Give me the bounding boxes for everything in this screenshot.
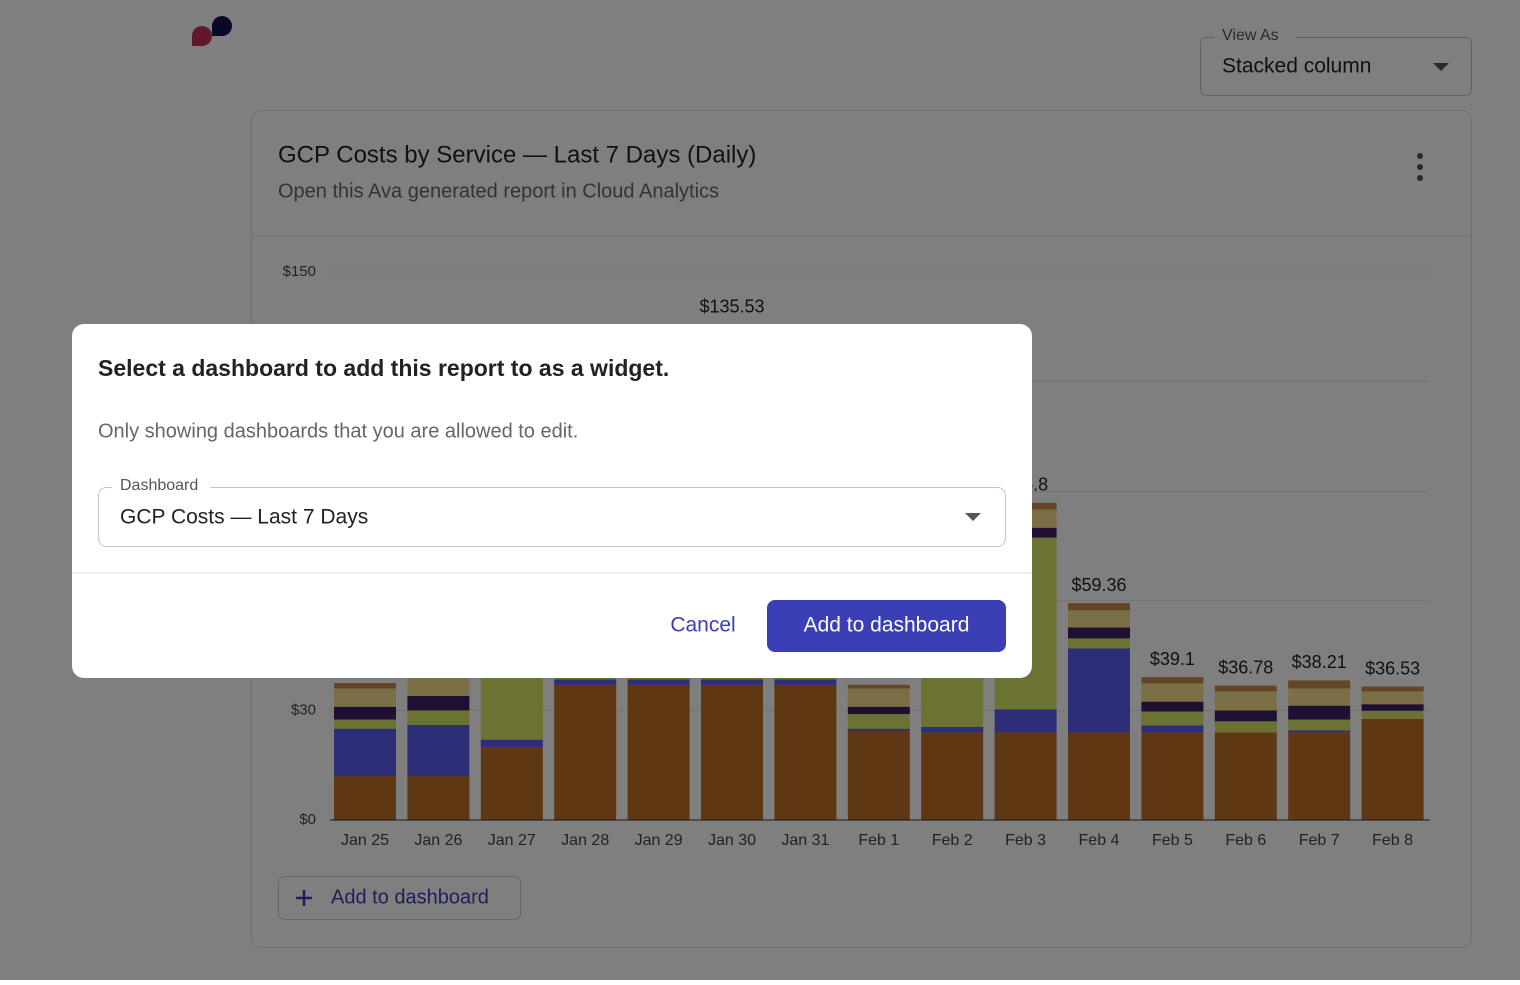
cancel-button[interactable]: Cancel xyxy=(670,614,735,637)
dialog-note: Only showing dashboards that you are all… xyxy=(98,420,578,442)
confirm-button[interactable]: Add to dashboard xyxy=(767,600,1006,652)
dialog: Select a dashboard to add this report to… xyxy=(72,324,1032,678)
button-label: Add to dashboard xyxy=(804,614,970,637)
select-label: Dashboard xyxy=(120,477,198,494)
dashboard-select[interactable]: Dashboard GCP Costs — Last 7 Days xyxy=(98,476,1006,547)
dialog-title: Select a dashboard to add this report to… xyxy=(98,355,669,381)
select-value: GCP Costs — Last 7 Days xyxy=(120,506,368,529)
